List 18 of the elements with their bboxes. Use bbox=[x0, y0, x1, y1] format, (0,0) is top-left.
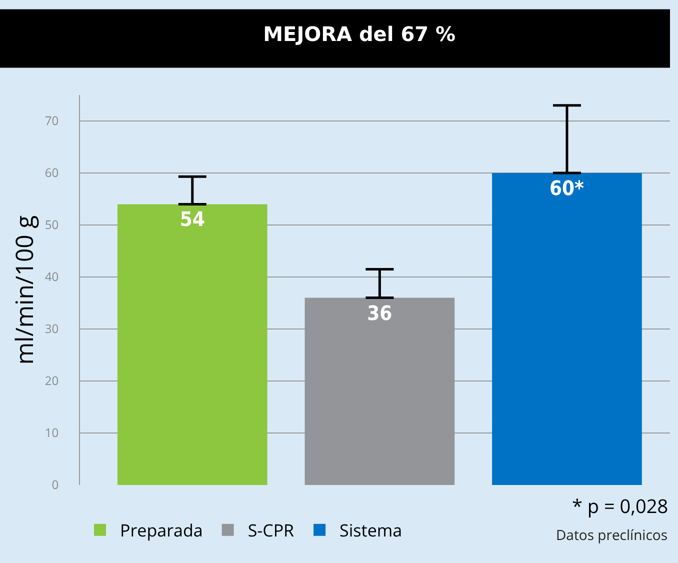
chart-title: MEJORA del 67 % bbox=[263, 22, 456, 46]
text: Datos preclínicos bbox=[556, 526, 668, 545]
legend-label: Preparada bbox=[120, 518, 203, 542]
text: * p = 0,028 bbox=[572, 493, 668, 519]
data-label: 60* bbox=[549, 176, 584, 200]
y-tick-label: 0 bbox=[52, 476, 59, 494]
y-tick-label: 30 bbox=[44, 320, 59, 338]
data-label: 54 bbox=[180, 207, 205, 232]
y-axis-title: ml/min/100 g bbox=[8, 215, 41, 365]
y-tick-label: 40 bbox=[44, 268, 59, 286]
y-tick-label: 70 bbox=[44, 112, 59, 130]
y-tick-label: 20 bbox=[44, 372, 59, 390]
legend-label: S-CPR bbox=[248, 518, 295, 542]
y-tick-label: 10 bbox=[44, 424, 59, 442]
data-label: 36 bbox=[367, 300, 392, 325]
legend-label: Sistema bbox=[340, 518, 402, 542]
y-tick-label: 50 bbox=[44, 216, 59, 234]
y-tick-label: 60 bbox=[44, 164, 59, 182]
